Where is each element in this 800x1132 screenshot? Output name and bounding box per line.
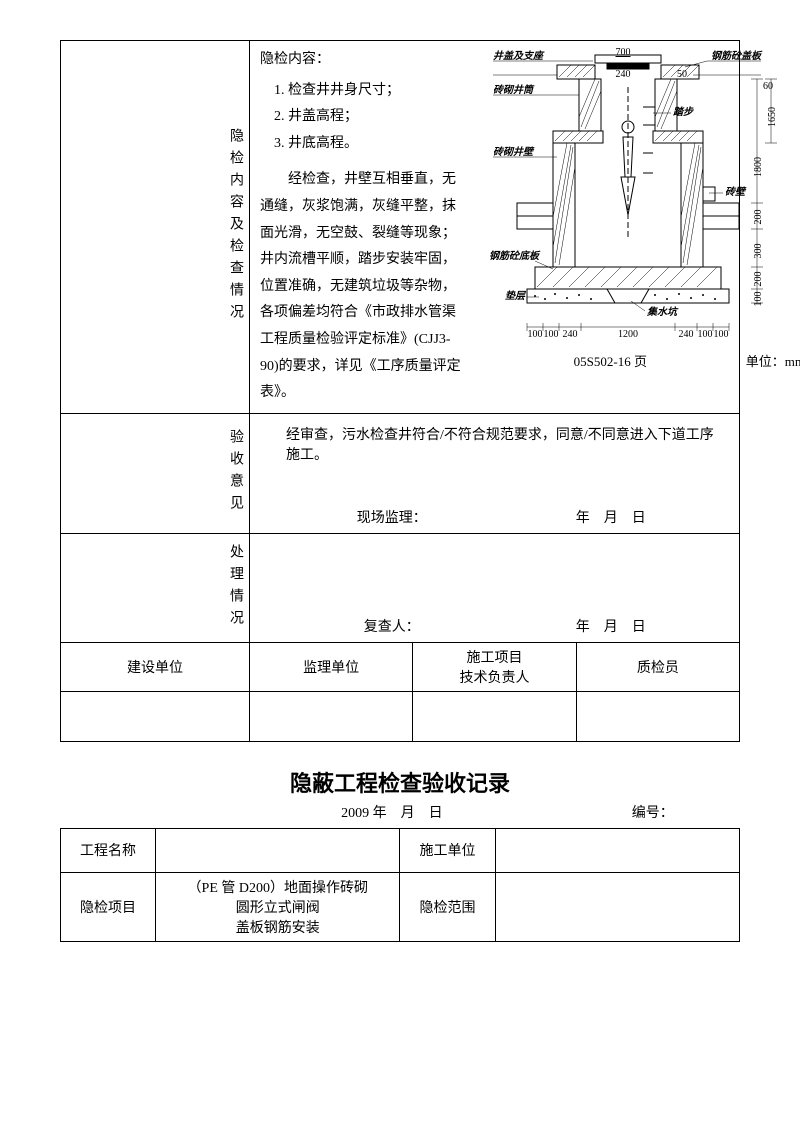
label-step: 踏步 (673, 106, 694, 118)
sign-supervisor: 现场监理： (266, 507, 517, 527)
label-brick: 砖壁 (725, 186, 747, 198)
label-base: 钢筋砼底板 (489, 250, 541, 262)
hdr-4: 质检员 (576, 642, 739, 691)
subtitle-date: 2009 年 月 日 (126, 802, 452, 822)
dim-300: 300 (753, 244, 764, 259)
hdr-2: 监理单位 (250, 642, 413, 691)
t2-r2c3: 隐检范围 (400, 872, 495, 941)
t2-r1c2 (156, 828, 400, 872)
drawing-unit: 单位：mm (746, 351, 800, 370)
t2-r2c4 (495, 872, 739, 941)
content-title: 隐检内容： (260, 47, 465, 74)
content-cell: 隐检内容： 检查井井身尺寸； 井盖高程； 井底高程。 经检查，井壁互相垂直，无通… (250, 41, 740, 414)
label-cushion: 垫层 (505, 290, 527, 302)
section2-subtitle: 2009 年 月 日 编号： (60, 802, 740, 822)
hdr-3: 施工项目 技术负责人 (413, 642, 576, 691)
dim-200b: 200 (753, 272, 764, 287)
section-drawing: 井盖及支座 砖砌井筒 砖砌井壁 钢筋砼盖板 踏步 砖壁 钢筋砼底板 垫层 集水坑… (475, 47, 800, 347)
dim-b6: 100 (697, 329, 712, 340)
list-item: 检查井井身尺寸； (288, 78, 465, 105)
inspection-table: 隐检内容及检查情况 隐检内容： 检查井井身尺寸； 井盖高程； 井底高程。 经检查… (60, 40, 740, 742)
drawing-page: 05S502-16 页 (475, 351, 746, 370)
sig-cell-4 (576, 691, 739, 741)
dim-b7: 100 (713, 329, 728, 340)
t2-r1c1: 工程名称 (61, 828, 156, 872)
side-label-process: 处理情况 (61, 533, 250, 642)
process-cell: 复查人： 年 月 日 (250, 533, 740, 642)
dim-200: 200 (753, 210, 764, 225)
sig-cell-2 (250, 691, 413, 741)
dim-60: 60 (763, 81, 773, 92)
dim-b2: 100 (543, 329, 558, 340)
dim-b1: 100 (527, 329, 542, 340)
hdr-1: 建设单位 (61, 642, 250, 691)
sign-date: 年 月 日 (521, 507, 701, 527)
dim-1800: 1800 (753, 157, 764, 177)
t2-r2c1: 隐检项目 (61, 872, 156, 941)
section2-title: 隐蔽工程检查验收记录 (60, 766, 740, 798)
subtitle-no: 编号： (456, 802, 674, 822)
content-paragraph: 经检查，井壁互相垂直，无通缝，灰浆饱满，灰缝平整，抹面光滑，无空鼓、裂缝等现象；… (260, 167, 465, 406)
review-cell: 经审查，污水检查井符合/不符合规范要求，同意/不同意进入下道工序施工。 现场监理… (250, 413, 740, 533)
dim-1650: 1650 (767, 107, 778, 127)
dim-b3: 240 (562, 329, 577, 340)
label-chimney: 砖砌井筒 (493, 84, 535, 96)
side-label-content: 隐检内容及检查情况 (61, 41, 250, 414)
list-item: 井盖高程； (288, 104, 465, 131)
dim-700: 700 (615, 47, 630, 58)
sig-cell-1 (61, 691, 250, 741)
t2-r1c4 (495, 828, 739, 872)
side-label-review: 验收意见 (61, 413, 250, 533)
sign-reviewer: 复查人： (266, 616, 517, 636)
t2-r1c3: 施工单位 (400, 828, 495, 872)
label-slab: 钢筋砼盖板 (711, 50, 763, 62)
label-cover: 井盖及支座 (493, 50, 545, 62)
dim-100: 100 (753, 292, 764, 307)
dim-b5: 240 (678, 329, 693, 340)
dim-50: 50 (677, 69, 687, 80)
content-list: 检查井井身尺寸； 井盖高程； 井底高程。 (260, 78, 465, 158)
label-wall: 砖砌井壁 (493, 146, 535, 158)
dim-b4: 1200 (618, 329, 638, 340)
dim-240: 240 (615, 69, 630, 80)
label-sump: 集水坑 (646, 306, 679, 318)
sign-date2: 年 月 日 (521, 616, 701, 636)
list-item: 井底高程。 (288, 131, 465, 158)
review-text: 经审查，污水检查井符合/不符合规范要求，同意/不同意进入下道工序施工。 (256, 418, 733, 464)
t2-r2c2: （PE 管 D200）地面操作砖砌 圆形立式闸阀 盖板钢筋安装 (156, 872, 400, 941)
sig-cell-3 (413, 691, 576, 741)
record-table: 工程名称 施工单位 隐检项目 （PE 管 D200）地面操作砖砌 圆形立式闸阀 … (60, 828, 740, 942)
